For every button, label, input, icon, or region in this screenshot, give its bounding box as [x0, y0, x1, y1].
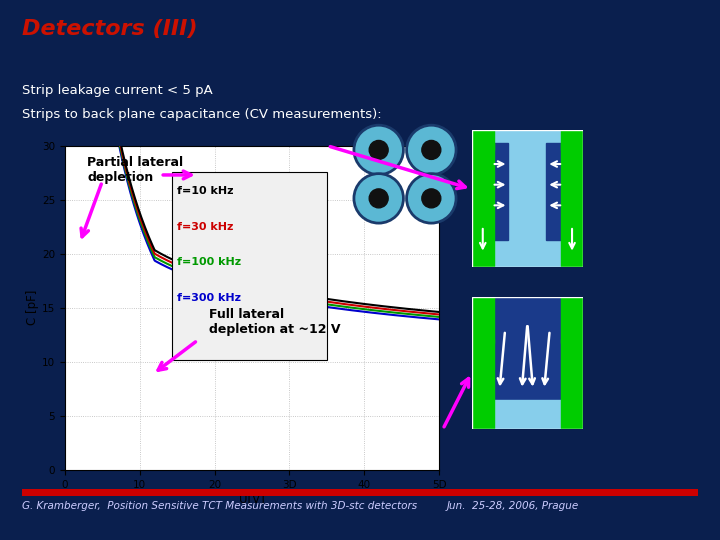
Text: G. Kramberger,  Position Sensitive TCT Measurements with 3D-stc detectors: G. Kramberger, Position Sensitive TCT Me… [22, 501, 417, 511]
Text: Partial lateral
depletion: Partial lateral depletion [87, 156, 184, 184]
Bar [561, 339, 583, 429]
Circle shape [354, 174, 403, 223]
FancyBboxPatch shape [171, 172, 327, 360]
FancyArrowPatch shape [81, 184, 102, 237]
Text: Strips to back plane capacitance (CV measurements):: Strips to back plane capacitance (CV mea… [22, 108, 381, 121]
Text: Full lateral
depletion at ~12 V: Full lateral depletion at ~12 V [209, 308, 341, 336]
Bar [546, 143, 563, 240]
Bar [492, 143, 508, 240]
Circle shape [422, 140, 441, 159]
Circle shape [369, 140, 388, 159]
Text: f=30 kHz: f=30 kHz [177, 222, 233, 232]
FancyArrowPatch shape [158, 342, 196, 370]
Bar [472, 339, 494, 429]
Text: Jun.  25-28, 2006, Prague: Jun. 25-28, 2006, Prague [446, 501, 579, 511]
Circle shape [422, 189, 441, 208]
Text: Detectors (III): Detectors (III) [22, 19, 197, 39]
Text: Strip leakage current < 5 pA: Strip leakage current < 5 pA [22, 84, 212, 97]
Circle shape [407, 125, 456, 174]
Bar [472, 400, 583, 429]
Y-axis label: C [pF]: C [pF] [26, 290, 39, 326]
Text: f=10 kHz: f=10 kHz [177, 186, 233, 196]
Bar [561, 297, 583, 343]
Bar [561, 143, 583, 267]
Text: f=100 kHz: f=100 kHz [177, 258, 241, 267]
Circle shape [407, 174, 456, 223]
Text: f=300 kHz: f=300 kHz [177, 293, 241, 303]
Bar [472, 130, 494, 150]
Circle shape [354, 125, 403, 174]
Bar [561, 130, 583, 150]
Bar [472, 297, 494, 343]
FancyArrowPatch shape [163, 171, 191, 179]
Bar [472, 143, 494, 267]
X-axis label: U[V]: U[V] [239, 492, 265, 505]
Circle shape [369, 189, 388, 208]
